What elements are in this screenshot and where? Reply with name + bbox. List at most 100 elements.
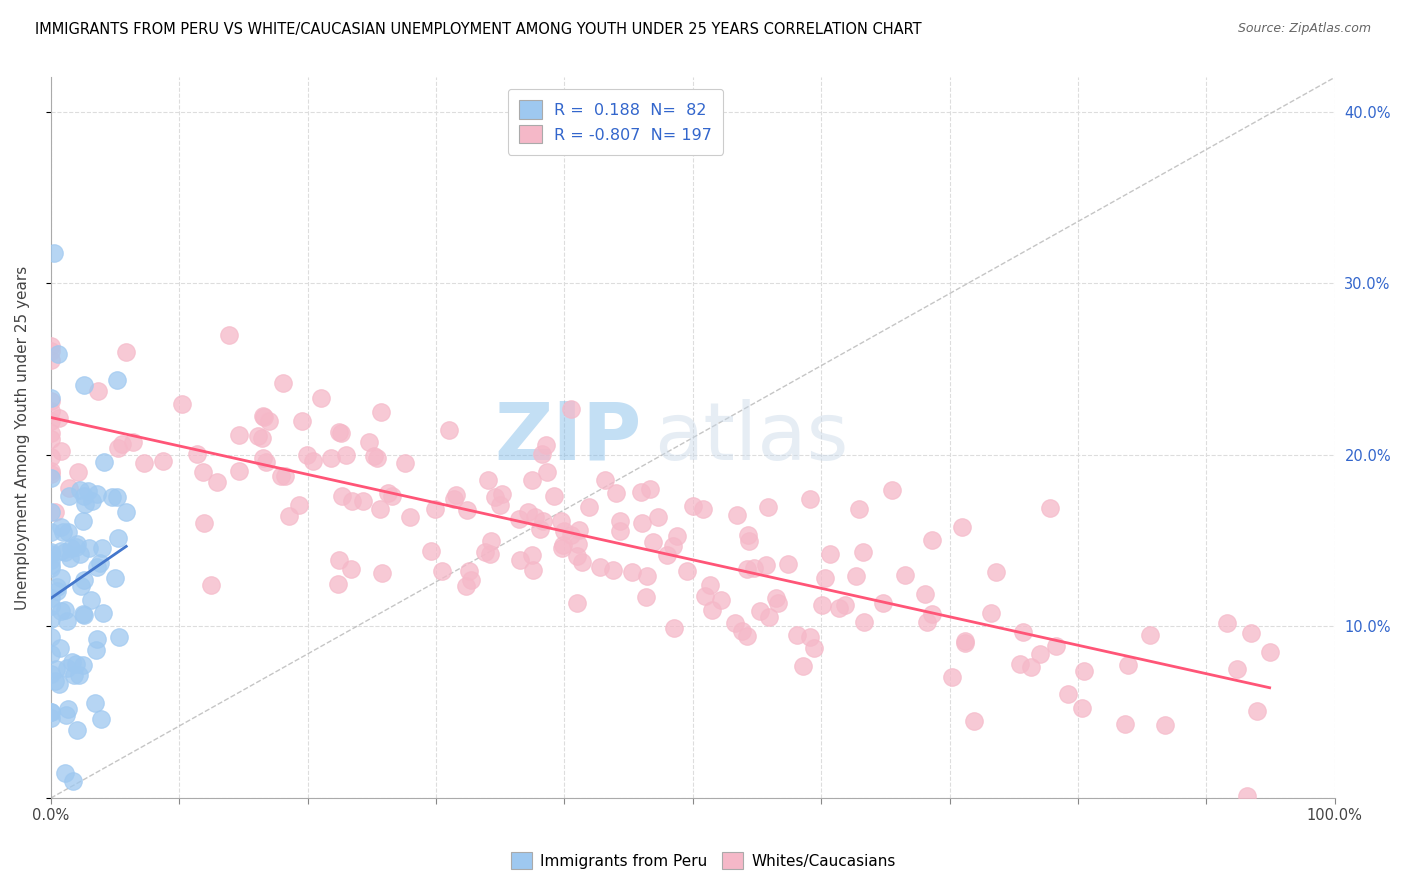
Point xyxy=(489,498,512,512)
Point xyxy=(44,505,66,519)
Point xyxy=(39,425,62,440)
Point xyxy=(484,491,506,505)
Point xyxy=(72,657,94,672)
Point xyxy=(766,596,789,610)
Point xyxy=(39,545,62,559)
Point xyxy=(984,566,1007,580)
Point xyxy=(101,490,124,504)
Point xyxy=(39,393,62,408)
Point xyxy=(828,601,851,615)
Point xyxy=(700,602,723,616)
Point xyxy=(122,435,145,450)
Point xyxy=(941,670,963,684)
Point xyxy=(73,497,96,511)
Point xyxy=(39,391,62,405)
Point xyxy=(254,455,277,469)
Point xyxy=(567,536,589,550)
Text: ZIP: ZIP xyxy=(494,399,641,476)
Point xyxy=(363,450,385,464)
Point xyxy=(529,522,551,536)
Point xyxy=(39,706,62,720)
Point xyxy=(834,598,856,612)
Point xyxy=(39,630,62,644)
Point xyxy=(560,401,582,416)
Point xyxy=(522,548,544,562)
Point xyxy=(55,545,77,559)
Point xyxy=(56,661,79,675)
Point xyxy=(1073,664,1095,678)
Point xyxy=(1139,628,1161,642)
Point xyxy=(274,468,297,483)
Point xyxy=(56,614,79,628)
Point xyxy=(132,456,155,470)
Point xyxy=(636,569,658,583)
Point xyxy=(104,571,127,585)
Point xyxy=(371,566,394,581)
Point xyxy=(39,525,62,540)
Point xyxy=(366,450,388,465)
Point xyxy=(370,404,392,418)
Point xyxy=(845,568,868,582)
Point xyxy=(46,580,69,594)
Point xyxy=(814,571,837,585)
Point xyxy=(335,448,357,462)
Point xyxy=(56,702,79,716)
Point xyxy=(1258,645,1281,659)
Point xyxy=(152,454,174,468)
Point xyxy=(748,604,770,618)
Point xyxy=(107,630,129,644)
Point xyxy=(605,486,627,500)
Point xyxy=(49,640,72,655)
Point xyxy=(852,545,875,559)
Point xyxy=(247,429,270,443)
Point xyxy=(49,520,72,534)
Point xyxy=(86,632,108,647)
Point xyxy=(114,345,136,359)
Point xyxy=(45,662,67,676)
Point xyxy=(853,615,876,630)
Point xyxy=(491,487,513,501)
Point xyxy=(59,541,82,555)
Point xyxy=(1236,789,1258,804)
Point xyxy=(423,501,446,516)
Point xyxy=(737,528,759,542)
Point xyxy=(531,447,554,461)
Point xyxy=(65,536,87,550)
Point xyxy=(710,592,733,607)
Point xyxy=(786,628,808,642)
Point xyxy=(1008,657,1031,671)
Point xyxy=(699,578,721,592)
Point xyxy=(437,423,460,437)
Point xyxy=(55,603,77,617)
Point xyxy=(508,512,530,526)
Point xyxy=(609,514,631,528)
Point xyxy=(458,564,481,578)
Point xyxy=(67,668,90,682)
Point xyxy=(420,544,443,558)
Point xyxy=(56,524,79,539)
Point xyxy=(738,534,761,549)
Point xyxy=(394,457,416,471)
Point xyxy=(253,410,276,425)
Point xyxy=(368,501,391,516)
Point xyxy=(288,498,311,512)
Point xyxy=(725,508,748,522)
Point xyxy=(39,666,62,681)
Point xyxy=(602,563,624,577)
Point xyxy=(90,712,112,726)
Point xyxy=(49,604,72,618)
Point xyxy=(330,425,353,440)
Point xyxy=(49,544,72,558)
Point xyxy=(921,533,943,548)
Point xyxy=(66,465,89,479)
Point xyxy=(39,470,62,484)
Point xyxy=(252,450,274,465)
Point xyxy=(811,598,834,612)
Point xyxy=(638,482,661,496)
Point xyxy=(630,484,652,499)
Point xyxy=(1045,639,1067,653)
Text: Source: ZipAtlas.com: Source: ZipAtlas.com xyxy=(1237,22,1371,36)
Point xyxy=(62,668,84,682)
Point xyxy=(915,615,938,629)
Point xyxy=(894,568,917,582)
